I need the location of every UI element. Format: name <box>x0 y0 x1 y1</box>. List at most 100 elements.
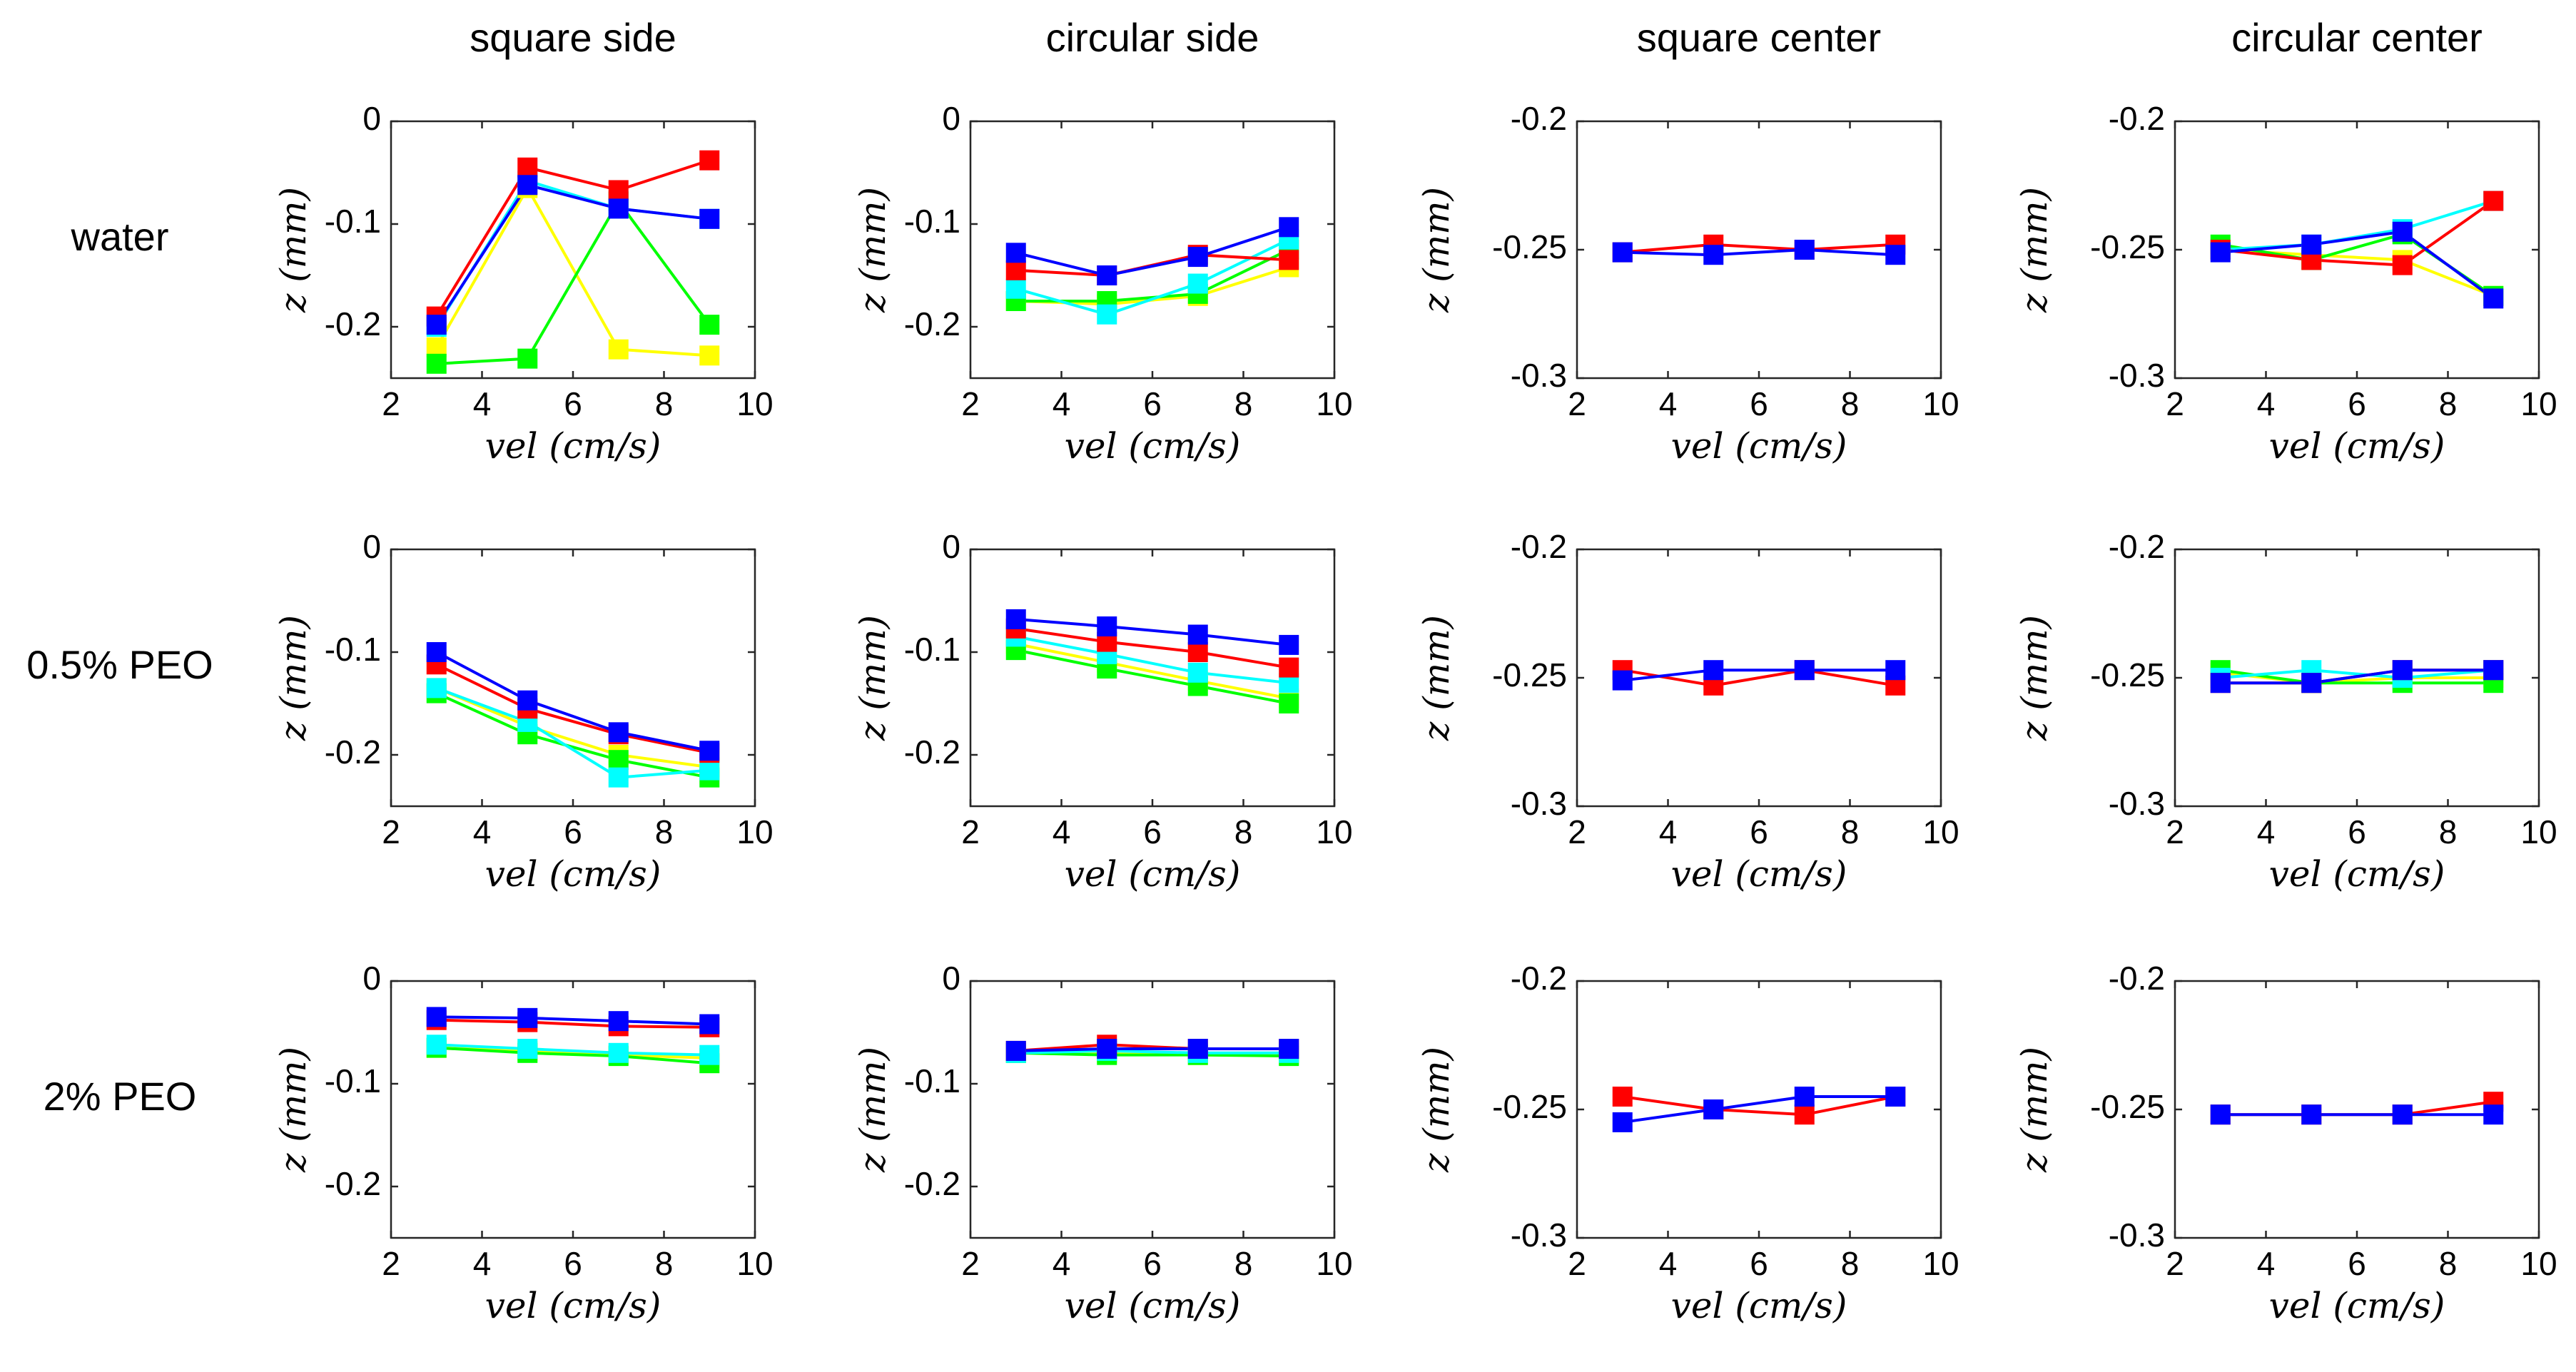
x-tick-label: 8 <box>1841 385 1860 422</box>
x-tick-label: 10 <box>1922 1245 1959 1282</box>
series-group <box>2210 660 2504 693</box>
marker-blue <box>1097 265 1117 285</box>
series-line-cyan <box>1015 238 1290 316</box>
marker-blue <box>426 1007 447 1027</box>
x-tick-label: 6 <box>564 385 582 422</box>
x-axis-label: vel (cm/s) <box>2269 1285 2445 1326</box>
series-line-green <box>2220 669 2494 685</box>
marker-blue <box>1612 670 1633 691</box>
marker-blue <box>1187 1039 1208 1060</box>
y-tick-label: -0.2 <box>1511 100 1567 137</box>
marker-blue <box>699 208 720 229</box>
marker-blue <box>1187 247 1208 268</box>
marker-blue <box>2301 234 2322 255</box>
series-line-cyan <box>2220 669 2494 680</box>
panel-2-peo-square-center: 2 4 6 8 10 -0.2 -0.25 -0.3 vel (cm/s) z (mm) <box>1416 960 1959 1326</box>
panel-water-square-side: 2 4 6 8 10 0 -0.1 -0.2 vel (cm/s) z (mm) <box>273 100 774 467</box>
marker-blue <box>1005 243 1026 263</box>
series-line-blue <box>435 651 710 753</box>
x-tick-label: 8 <box>655 385 674 422</box>
row-label-0-5-peo: 0.5% PEO <box>26 642 213 687</box>
marker-red <box>2483 190 2504 211</box>
x-tick-label: 4 <box>2257 1245 2276 1282</box>
marker-blue <box>1279 1039 1299 1060</box>
y-tick-label: -0.25 <box>2090 656 2165 693</box>
marker-blue <box>2210 1104 2231 1125</box>
y-axis-label: z (mm) <box>852 187 893 313</box>
y-tick-label: -0.1 <box>904 1062 960 1099</box>
row-label-2-peo: 2% PEO <box>44 1074 197 1119</box>
series-line-cyan <box>1015 635 1289 685</box>
y-tick-label: -0.2 <box>1511 528 1567 565</box>
marker-cyan <box>1187 273 1208 294</box>
marker-cyan <box>699 760 720 781</box>
panel-water-square-center: 2 4 6 8 10 -0.2 -0.25 -0.3 vel (cm/s) z (mm) <box>1416 100 1959 467</box>
y-axis-label: z (mm) <box>852 1047 893 1173</box>
series-group <box>1612 660 1906 696</box>
marker-red <box>2392 255 2413 275</box>
x-tick-label: 2 <box>1568 813 1586 850</box>
x-tick-label: 6 <box>2348 813 2366 850</box>
marker-blue <box>1703 1099 1724 1119</box>
series-line-blue <box>2220 669 2494 685</box>
marker-blue <box>517 690 538 711</box>
marker-blue <box>2483 288 2504 309</box>
series-line-red <box>1622 1095 1896 1117</box>
x-axis-label: vel (cm/s) <box>2269 425 2445 467</box>
y-axis-label: z (mm) <box>2014 615 2055 741</box>
x-tick-label: 10 <box>1316 1245 1352 1282</box>
marker-cyan <box>517 1039 538 1060</box>
panel-0-5-peo-square-side: 2 4 6 8 10 0 -0.1 -0.2 vel (cm/s) z (mm) <box>273 528 774 895</box>
marker-red <box>1187 642 1208 662</box>
x-tick-label: 4 <box>1659 813 1678 850</box>
x-tick-label: 6 <box>564 1245 582 1282</box>
y-axis-label: z (mm) <box>1416 187 1457 313</box>
y-axis-label: z (mm) <box>273 615 314 741</box>
marker-red <box>1794 1104 1815 1125</box>
x-tick-label: 8 <box>1234 1245 1253 1282</box>
y-tick-label: -0.2 <box>1511 960 1567 997</box>
x-axis-label: vel (cm/s) <box>1065 1285 1241 1326</box>
y-tick-label: -0.2 <box>904 733 960 771</box>
y-tick-label: -0.2 <box>325 1165 381 1202</box>
marker-blue <box>2392 221 2413 242</box>
x-tick-label: 8 <box>655 813 674 850</box>
series-line-blue <box>1015 225 1289 278</box>
x-tick-label: 6 <box>1143 1245 1162 1282</box>
series-group <box>1005 609 1299 713</box>
series-line-green <box>436 1046 710 1065</box>
marker-cyan <box>699 1045 720 1065</box>
marker-yellow <box>608 339 629 360</box>
x-tick-label: 10 <box>736 1245 773 1282</box>
marker-blue <box>426 315 447 335</box>
marker-blue <box>2210 242 2231 263</box>
marker-red <box>699 150 720 171</box>
series-line-blue <box>1622 669 1896 682</box>
x-tick-label: 2 <box>961 385 980 422</box>
y-tick-label: -0.2 <box>904 1165 960 1202</box>
marker-cyan <box>426 1035 447 1055</box>
marker-blue <box>1187 624 1208 645</box>
marker-blue <box>426 642 447 662</box>
marker-blue <box>1279 634 1299 655</box>
series-line-green <box>1015 1051 1289 1058</box>
y-tick-label: 0 <box>942 528 960 565</box>
y-tick-label: -0.2 <box>2109 528 2165 565</box>
series-line-red <box>1015 626 1289 669</box>
series-line-red <box>2220 199 2495 267</box>
marker-blue <box>699 741 720 761</box>
marker-blue <box>1885 245 1906 265</box>
y-tick-label: -0.2 <box>904 305 960 342</box>
marker-blue <box>2483 1104 2504 1125</box>
marker-red <box>1005 260 1026 280</box>
x-tick-label: 4 <box>473 1245 492 1282</box>
marker-blue <box>608 1011 629 1032</box>
marker-green <box>517 348 538 369</box>
y-tick-label: 0 <box>942 960 960 997</box>
y-tick-label: 0 <box>942 100 960 137</box>
marker-blue <box>1794 660 1815 681</box>
y-tick-label: -0.1 <box>904 631 960 668</box>
y-tick-label: -0.1 <box>904 203 960 240</box>
marker-blue <box>1097 1039 1117 1060</box>
